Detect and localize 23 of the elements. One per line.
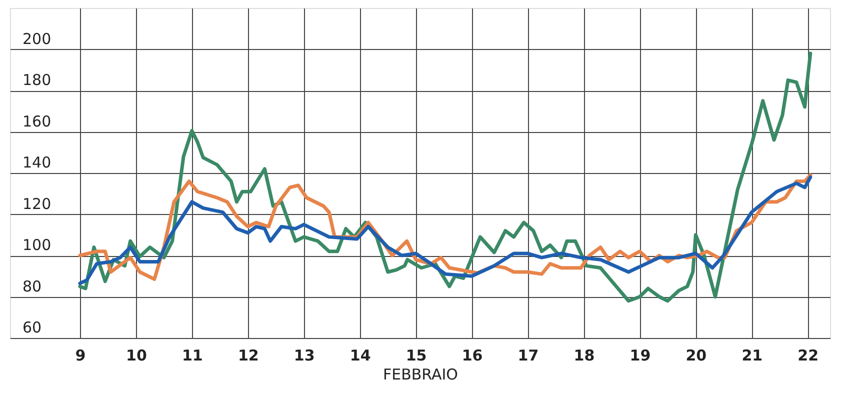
- x-tick-label: 22: [798, 346, 819, 364]
- y-tick-label: 80: [22, 277, 42, 296]
- x-tick-label: 9: [75, 346, 86, 364]
- x-tick-label: 11: [182, 346, 203, 364]
- y-tick-label: 100: [22, 236, 52, 254]
- x-tick-label: 15: [406, 346, 427, 364]
- x-tick-label: 17: [518, 346, 539, 364]
- y-tick-label: 140: [22, 154, 52, 172]
- x-tick-label: 19: [630, 346, 651, 364]
- x-tick-label: 20: [686, 346, 707, 364]
- y-tick-label: 180: [22, 71, 52, 89]
- x-tick-label: 16: [462, 346, 483, 364]
- x-tick-label: 13: [294, 346, 315, 364]
- y-tick-label: 200: [22, 30, 52, 48]
- x-axis-title: FEBBRAIO: [383, 366, 458, 384]
- y-tick-label: 60: [22, 318, 42, 336]
- y-tick-label: 160: [22, 112, 52, 130]
- x-tick-label: 14: [350, 346, 371, 364]
- x-tick-label: 18: [574, 346, 595, 364]
- x-tick-label: 21: [742, 346, 763, 364]
- x-tick-label: 12: [238, 346, 259, 364]
- y-tick-label: 120: [22, 194, 52, 213]
- x-tick-label: 10: [126, 346, 147, 364]
